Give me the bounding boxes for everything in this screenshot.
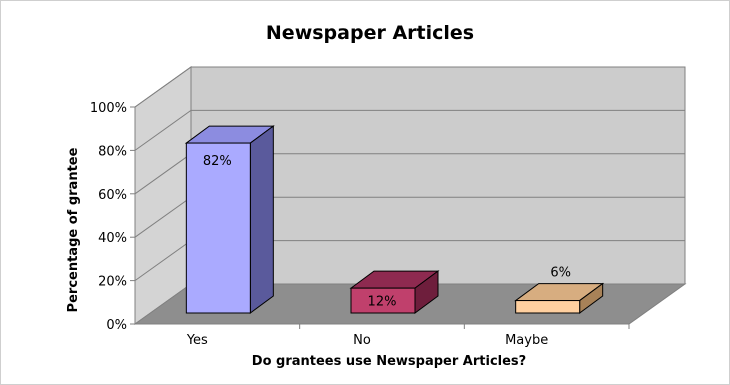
bars: 82% 12% 6% xyxy=(184,125,605,314)
y-axis-ticks: 0% 20% 40% 60% 80% 100% xyxy=(90,101,136,333)
y-tick-label: 0% xyxy=(106,318,127,333)
chart-title: Newspaper Articles xyxy=(266,22,474,44)
y-tick-label: 40% xyxy=(98,231,127,246)
data-label: 6% xyxy=(550,266,571,281)
x-tick-label: Maybe xyxy=(505,333,548,348)
data-label: 82% xyxy=(203,154,232,169)
x-tick-label: Yes xyxy=(186,333,208,348)
gridline xyxy=(134,109,685,151)
x-tick-label: No xyxy=(353,333,371,348)
bar-maybe: 6% xyxy=(514,266,605,314)
x-axis-label: Do grantees use Newspaper Articles? xyxy=(252,354,526,369)
y-axis-label: Percentage of grantee xyxy=(66,147,81,312)
side-wall xyxy=(134,66,192,325)
bar-side xyxy=(249,125,274,314)
y-tick-label: 80% xyxy=(98,144,127,159)
y-tick-label: 20% xyxy=(98,275,127,290)
bar-front xyxy=(515,300,581,314)
bar-front xyxy=(350,287,416,314)
data-label: 12% xyxy=(368,295,397,310)
gridline xyxy=(134,66,685,108)
bar-front xyxy=(185,142,251,314)
bar-yes: 82% xyxy=(184,125,275,314)
y-tick-label: 60% xyxy=(98,188,127,203)
x-axis-ticks: Yes No Maybe xyxy=(135,323,630,348)
bar-no: 12% xyxy=(349,270,440,314)
y-tick-label: 100% xyxy=(90,101,127,116)
